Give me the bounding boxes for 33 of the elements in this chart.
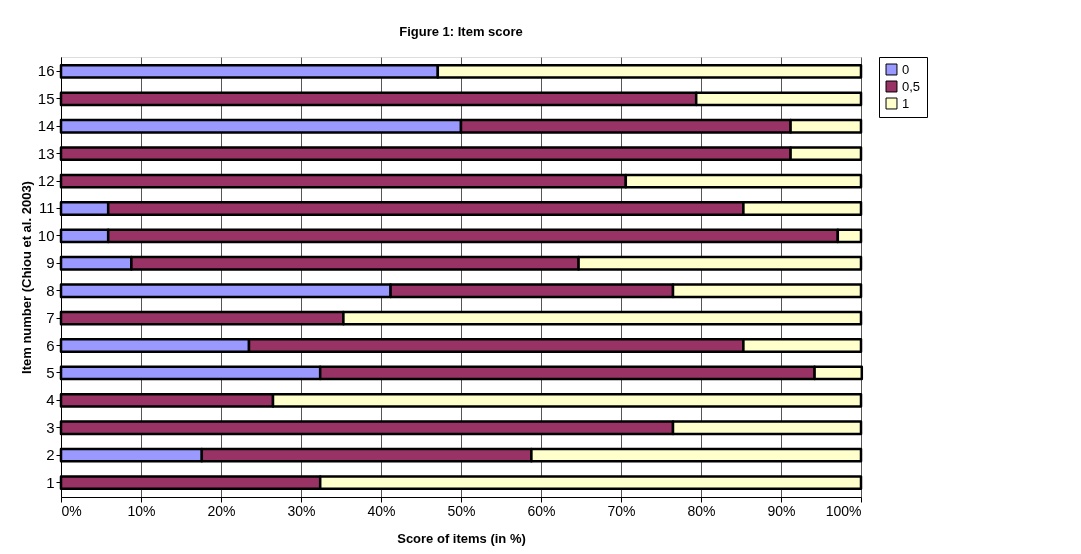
legend-label: 0,5 (902, 78, 921, 94)
x-tick-label: 20% (207, 502, 236, 519)
legend-label: 1 (902, 95, 910, 111)
y-tick-label: 13 (37, 144, 55, 162)
y-tick-label: 2 (46, 446, 55, 464)
y-tick-label: 15 (37, 89, 55, 107)
x-tick-label: 0% (61, 502, 82, 519)
y-tick-label: 11 (38, 199, 55, 217)
x-tick-label: 50% (447, 502, 476, 519)
y-tick-label: 5 (46, 363, 55, 381)
x-tick-label: 30% (287, 502, 316, 519)
x-tick-label: 80% (687, 502, 716, 519)
y-tick-label: 10 (37, 226, 55, 244)
y-tick-label: 6 (46, 336, 55, 354)
y-tick-label: 4 (46, 391, 55, 409)
x-tick-label: 90% (767, 502, 796, 519)
x-tick-label: 100% (825, 502, 862, 519)
x-tick-label: 40% (367, 502, 396, 519)
x-tick-label: 60% (527, 502, 556, 519)
y-axis-title: Item number (Chiou et al. 2003) (18, 181, 34, 374)
y-tick-label: 12 (37, 172, 55, 190)
y-tick-label: 14 (37, 117, 55, 135)
y-tick-label: 7 (46, 309, 55, 327)
y-tick-label: 1 (46, 473, 55, 491)
chart-title: Figure 1: Item score (399, 23, 523, 39)
y-tick-label: 8 (46, 281, 55, 299)
y-tick-label: 3 (46, 418, 55, 436)
y-tick-label: 9 (46, 254, 55, 272)
y-tick-label: 16 (37, 62, 55, 80)
x-axis-title: Score of items (in %) (397, 530, 526, 546)
x-tick-label: 10% (127, 502, 156, 519)
legend-label: 0 (902, 61, 910, 77)
x-tick-label: 70% (607, 502, 636, 519)
